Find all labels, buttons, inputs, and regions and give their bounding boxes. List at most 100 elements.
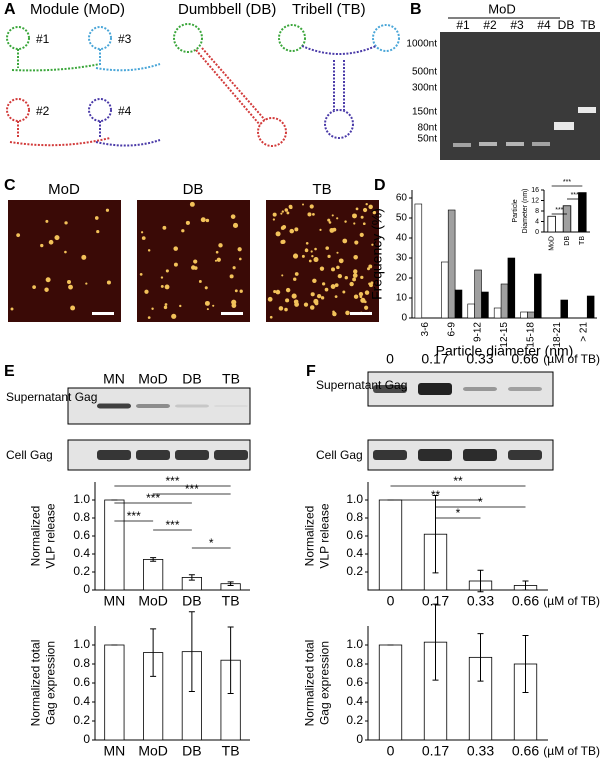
marker-label: 1000nt bbox=[406, 39, 437, 50]
x-tick-label: 0.17 bbox=[422, 593, 449, 609]
bar bbox=[493, 307, 502, 319]
particle bbox=[344, 276, 348, 280]
particle bbox=[165, 269, 169, 273]
y-tick-label: 0 bbox=[83, 582, 90, 596]
x-tick-label: MN bbox=[103, 743, 125, 759]
error-bar bbox=[150, 557, 157, 562]
particle bbox=[285, 287, 291, 293]
particle bbox=[272, 218, 276, 221]
y-tick-label: 50 bbox=[396, 213, 408, 224]
y-axis-label: VLP release bbox=[44, 503, 58, 568]
x-tick-label: MoD bbox=[138, 743, 168, 759]
particle bbox=[164, 303, 168, 306]
afm-image bbox=[8, 200, 121, 322]
particle bbox=[144, 289, 149, 294]
lane-label: #1 bbox=[456, 18, 470, 32]
y-tick-label: 1.0 bbox=[346, 637, 363, 651]
band bbox=[508, 450, 542, 460]
bar bbox=[481, 291, 489, 319]
panel-title: Dumbbell (DB) bbox=[178, 1, 276, 18]
particle bbox=[85, 282, 88, 285]
particle bbox=[173, 262, 178, 267]
particle bbox=[189, 201, 195, 207]
particle bbox=[273, 290, 277, 294]
particle bbox=[312, 213, 315, 216]
particle bbox=[214, 259, 218, 262]
y-tick-label: 40 bbox=[396, 233, 408, 244]
significance-label: *** bbox=[165, 474, 179, 488]
panel-title: Module (MoD) bbox=[30, 1, 125, 18]
y-tick-label: 8 bbox=[535, 208, 539, 215]
particle bbox=[40, 243, 44, 248]
particle bbox=[139, 272, 143, 276]
particle bbox=[140, 231, 144, 234]
particle bbox=[68, 284, 73, 290]
y-tick-label: 0.8 bbox=[73, 656, 90, 670]
particle bbox=[353, 254, 358, 260]
error-bar bbox=[522, 635, 529, 693]
particle bbox=[344, 220, 347, 223]
particle bbox=[334, 283, 339, 287]
significance-label: * bbox=[456, 506, 461, 520]
particle bbox=[294, 302, 299, 307]
y-axis-label: Normalized bbox=[29, 506, 43, 567]
y-tick-label: 0.2 bbox=[346, 713, 363, 727]
particle bbox=[231, 299, 237, 305]
y-axis-label: Frequency (%) bbox=[369, 208, 385, 300]
y-tick-label: 0.6 bbox=[346, 675, 363, 689]
particle bbox=[308, 259, 312, 263]
x-tick-label: 0.66 bbox=[512, 593, 539, 609]
lane-label: MoD bbox=[138, 371, 168, 387]
afm-images bbox=[8, 200, 379, 322]
particle bbox=[284, 307, 288, 312]
band bbox=[214, 405, 248, 407]
y-tick-label: 0 bbox=[356, 732, 363, 746]
blot-label: Cell Gag bbox=[6, 448, 53, 462]
image-title: TB bbox=[312, 181, 331, 198]
band bbox=[97, 450, 131, 460]
significance-label: *** bbox=[555, 207, 563, 214]
particle bbox=[359, 232, 364, 237]
blot-label: Supernatant Gag bbox=[6, 390, 97, 404]
lane-label: TB bbox=[222, 371, 240, 387]
particle bbox=[307, 212, 312, 217]
error-bar bbox=[150, 628, 157, 677]
particle bbox=[336, 217, 339, 220]
y-axis-label: Gag expression bbox=[44, 641, 58, 725]
bar bbox=[586, 295, 595, 319]
particle bbox=[66, 280, 72, 285]
particle bbox=[330, 284, 336, 289]
particle bbox=[181, 229, 185, 233]
particle bbox=[353, 222, 356, 225]
band bbox=[136, 450, 170, 460]
particle bbox=[179, 304, 182, 308]
significance-label: *** bbox=[165, 518, 179, 532]
panel-letter: C bbox=[4, 177, 16, 194]
particle bbox=[291, 293, 297, 299]
bar bbox=[520, 311, 528, 319]
panel-letter: F bbox=[306, 363, 316, 380]
particle bbox=[311, 254, 314, 258]
particle bbox=[105, 208, 110, 212]
particle bbox=[368, 204, 373, 210]
particle bbox=[185, 220, 190, 225]
particle bbox=[64, 221, 68, 225]
significance-label: *** bbox=[127, 509, 141, 523]
y-axis-label: Normalized total bbox=[303, 640, 317, 727]
error-bar bbox=[188, 611, 195, 693]
x-tick-label: 0.66 bbox=[512, 743, 539, 759]
particle bbox=[372, 210, 377, 215]
bar bbox=[578, 192, 587, 233]
marker-label: 500nt bbox=[412, 67, 437, 78]
marker-label: 80nt bbox=[418, 123, 438, 134]
particle bbox=[280, 212, 283, 215]
y-tick-label: 1.0 bbox=[346, 492, 363, 506]
x-tick-label: > 21 bbox=[578, 322, 589, 342]
particle bbox=[309, 204, 314, 209]
y-tick-label: 4 bbox=[535, 218, 539, 225]
module-label: #4 bbox=[118, 104, 132, 118]
particle bbox=[319, 228, 322, 231]
particle bbox=[193, 259, 198, 264]
y-tick-label: 0.6 bbox=[73, 675, 90, 689]
particle bbox=[364, 305, 369, 310]
